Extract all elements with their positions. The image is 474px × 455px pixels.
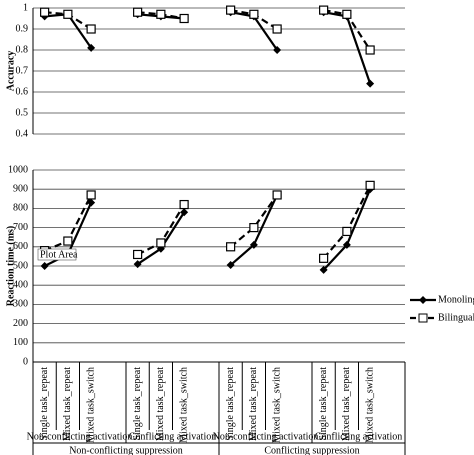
x-tick-label: Mixed task_repeat [248, 367, 259, 441]
group-label: Non-conflicting activation [213, 431, 319, 442]
legend-label: Bilinguals [438, 312, 474, 323]
y-tick-label: 400 [13, 279, 28, 290]
point [179, 199, 189, 210]
x-tick-label: Single task_repeat [318, 367, 329, 441]
series-line [44, 13, 93, 49]
point [273, 46, 282, 54]
point [342, 9, 352, 19]
point [272, 24, 282, 34]
point [87, 43, 96, 52]
legend-marker [418, 313, 428, 323]
point [86, 24, 96, 34]
y-tick-label: 0.7 [16, 65, 29, 76]
point [133, 260, 142, 269]
point [342, 226, 352, 237]
point [249, 9, 259, 19]
point [40, 262, 49, 270]
annotation: Plot Area [40, 249, 78, 260]
point [319, 265, 328, 274]
point [63, 236, 73, 246]
y-tick-label: 0.6 [16, 86, 29, 97]
y-tick-label: 100 [13, 337, 28, 348]
point [365, 180, 375, 190]
y-tick-label: 900 [13, 183, 28, 194]
x-tick-label: Mixed task_repeat [62, 367, 73, 441]
y-tick-label: 1 [23, 2, 28, 13]
y-tick-label: 800 [13, 203, 28, 214]
point [272, 190, 282, 200]
point [319, 5, 329, 15]
y-tick-label: 200 [13, 318, 28, 329]
point [156, 9, 166, 19]
point [342, 240, 351, 249]
group-label: Conflicting activation [315, 431, 402, 442]
x-tick-label: Mixed task_repeat [155, 367, 166, 441]
point [226, 242, 236, 252]
y-tick-label: 0 [23, 356, 28, 367]
point [133, 249, 143, 260]
point [86, 190, 96, 200]
group-label: Non-conflicting activation [27, 431, 133, 442]
x-tick-label: Mixed task_switch [271, 367, 282, 443]
point [133, 7, 143, 17]
point [180, 208, 189, 217]
point [179, 13, 189, 24]
point [40, 7, 50, 17]
annotation-box [37, 248, 77, 261]
point [366, 79, 375, 88]
supergroup-label: Conflicting suppression [264, 445, 359, 455]
legend-label: Monolinguals [438, 294, 474, 305]
series-line [323, 11, 372, 84]
point [226, 5, 236, 15]
series-line [137, 211, 186, 265]
x-tick-label: Mixed task_repeat [341, 367, 352, 441]
x-tick-label: Mixed task_switch [178, 367, 189, 443]
point [365, 45, 375, 55]
y-tick-label: 0.4 [16, 128, 29, 139]
point [249, 223, 259, 233]
point [249, 240, 258, 249]
x-tick-label: Single task_repeat [132, 367, 143, 441]
y-tick-label: 0.8 [16, 44, 29, 55]
y-tick-label: 300 [13, 299, 28, 310]
series-line [229, 194, 279, 248]
point [319, 253, 329, 263]
y-tick-label: 700 [13, 222, 28, 233]
y-tick-label: 500 [13, 260, 28, 271]
group-label: Conflicting activation [129, 431, 216, 442]
y-tick-label: 0.9 [16, 23, 29, 34]
y-axis-title: Reaction time (ms) [5, 226, 16, 307]
point [63, 9, 73, 19]
x-tick-label: Single task_repeat [39, 367, 50, 441]
x-tick-label: Mixed task_switch [85, 367, 96, 443]
y-axis-title: Accuracy [5, 51, 16, 92]
x-tick-label: Single task_repeat [225, 367, 236, 441]
point [226, 261, 235, 270]
x-tick-label: Mixed task_switch [364, 367, 375, 443]
supergroup-label: Non-conflicting suppression [69, 445, 183, 455]
point [156, 238, 166, 248]
legend-marker [419, 296, 427, 304]
y-tick-label: 600 [13, 241, 28, 252]
y-tick-label: 1000 [8, 164, 28, 175]
y-tick-label: 0.5 [16, 107, 29, 118]
